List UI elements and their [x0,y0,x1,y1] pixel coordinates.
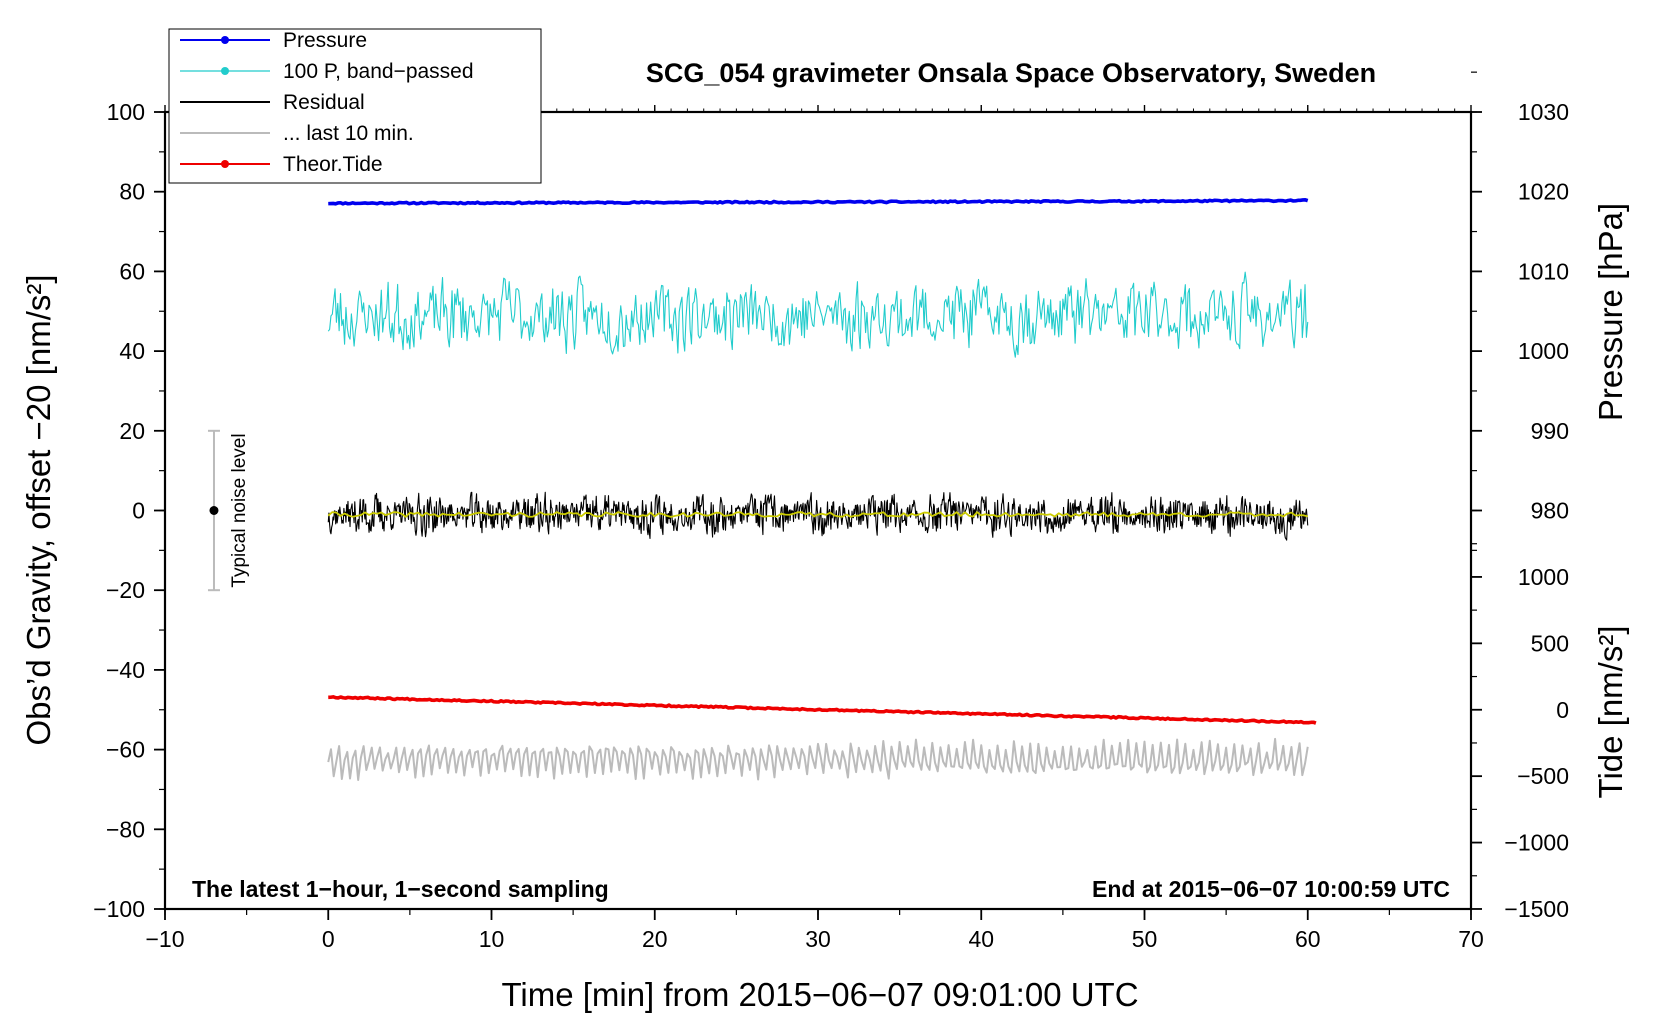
x-tick-label: 10 [479,926,505,952]
noise-bar-label: Typical noise level [229,433,250,587]
y-tick-label: −40 [106,657,145,683]
x-tick-label: 50 [1132,926,1158,952]
y-tick-label: 40 [119,338,145,364]
y-tick-label: −60 [106,737,145,763]
tick-label-layer: −10 0 10 20 30 40 50 60 70−100−80−60−40−20020406… [93,99,1569,952]
tide-tick-label: 0 [1556,697,1569,723]
tide-axis-title: Tide [nm/s²] [1592,626,1629,799]
series-layer [327,198,1317,781]
legend-box [168,28,542,184]
legend-label: Pressure [283,29,367,52]
x-tick-label: 0 [322,926,335,952]
legend-label: 100 P, band−passed [283,60,474,83]
pressure-tick-label: 1000 [1518,338,1569,364]
y-tick-label: −20 [106,577,145,603]
noise-bar-dot [209,506,219,515]
x-tick-label: 30 [805,926,831,952]
noise-bar-group: Typical noise level [207,429,250,592]
tide-tick-label: −1500 [1504,896,1569,922]
x-tick-label: 60 [1295,926,1321,952]
x-tick-label: 40 [968,926,994,952]
y-tick-label: 20 [119,418,145,444]
pressure-tick-label: 1030 [1518,99,1569,125]
annotation-end-time: End at 2015−06−07 10:00:59 UTC [1092,876,1450,902]
pressure-axis-title: Pressure [hPa] [1592,203,1629,421]
annotation-sampling: The latest 1−hour, 1−second sampling [192,876,609,902]
pressure-series-line [328,198,1309,206]
pressure-tick-label: 990 [1531,418,1569,444]
legend: Pressure 100 P, band−passed Residual ... la… [168,28,542,184]
y-tick-label: −80 [106,816,145,842]
y-tick-label: −100 [93,896,145,922]
x-tick-label: 70 [1458,926,1484,952]
legend-swatch-dot [221,160,229,168]
tide-series-line [328,695,1317,725]
y-tick-label: 0 [132,498,145,524]
tide-tick-label: 1000 [1518,564,1569,590]
chart-title: SCG_054 gravimeter Onsala Space Observat… [646,58,1376,88]
pressure-tick-label: 1020 [1518,179,1569,205]
y-tick-label: 80 [119,179,145,205]
smoothed-residual-line [327,511,1308,518]
legend-swatch-dot [221,36,229,44]
tide-tick-label: −1000 [1504,830,1569,856]
x-tick-label: 20 [642,926,668,952]
y-tick-label: 60 [119,258,145,284]
y-axis-title-left: Obs’d Gravity, offset −20 [nm/s²] [20,274,57,745]
band-passed-pressure-line [327,271,1309,358]
tick-layer [154,71,1482,920]
last-10-min-series-line [327,737,1309,781]
tide-tick-label: −500 [1517,763,1569,789]
legend-label: Residual [283,91,365,114]
legend-label: ... last 10 min. [283,122,414,145]
legend-swatch-dot [221,67,229,75]
tide-tick-label: 500 [1531,630,1569,656]
y-tick-label: 100 [107,99,145,125]
pressure-tick-label: 1010 [1518,258,1569,284]
legend-label: Theor.Tide [283,153,383,176]
x-tick-label: −10 [145,926,184,952]
pressure-tick-label: 980 [1531,498,1569,524]
x-axis-title: Time [min] from 2015−06−07 09:01:00 UTC [501,976,1138,1013]
